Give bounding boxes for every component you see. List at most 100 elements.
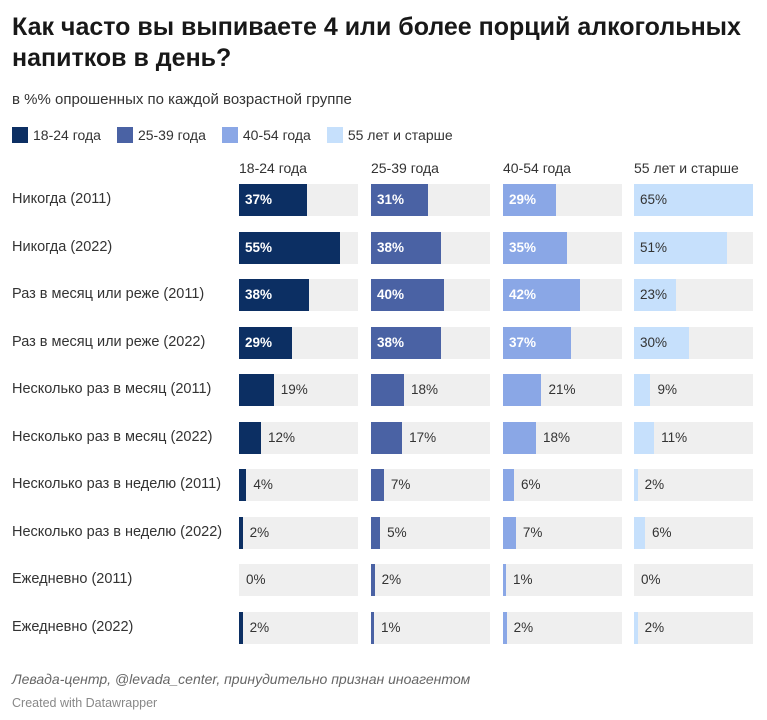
source-note: Левада-центр, @levada_center, принудител… [12, 671, 471, 687]
bar-track: 31% [371, 184, 490, 216]
legend-item: 18-24 года [12, 127, 101, 143]
data-label: 38% [377, 334, 405, 350]
bar [634, 611, 638, 644]
bar-track: 55% [239, 231, 358, 264]
bar [239, 516, 243, 549]
bar [371, 279, 445, 311]
legend-item: 25-39 года [116, 127, 206, 143]
bar-track: 23% [634, 279, 753, 311]
data-label: 17% [409, 429, 437, 445]
bar [634, 279, 677, 311]
bar-track: 65% [634, 184, 753, 216]
bar [503, 326, 571, 359]
data-label: 7% [390, 477, 411, 492]
data-label: 37% [245, 192, 273, 207]
column-header: 18-24 года [239, 160, 307, 176]
bar-track: 7% [371, 469, 490, 501]
bar [634, 231, 728, 264]
data-label: 0% [641, 572, 661, 587]
bar [503, 611, 507, 644]
bar-track: 0% [634, 564, 753, 596]
bar [634, 469, 638, 501]
legend-label: 25-39 года [137, 127, 206, 143]
data-label: 9% [657, 382, 677, 397]
data-label: 29% [245, 334, 273, 350]
bar-track: 1% [503, 564, 622, 596]
bar-track: 6% [503, 469, 622, 501]
legend-swatch [221, 127, 238, 143]
bar-track: 38% [371, 231, 490, 264]
bar-track: 2% [239, 611, 358, 644]
bar [371, 184, 428, 216]
bar [634, 516, 645, 549]
data-label: 38% [377, 239, 405, 255]
bar [503, 184, 557, 216]
bar-track: 2% [371, 564, 490, 596]
row-label: Несколько раз в неделю (2011) [12, 476, 222, 492]
row-label: Несколько раз в неделю (2022) [12, 523, 223, 540]
bar [371, 564, 375, 596]
bar-track: 9% [634, 374, 753, 406]
data-label: 18% [410, 382, 438, 397]
bar-track: 40% [371, 279, 490, 311]
data-label: 19% [280, 382, 308, 397]
bar-track: 51% [634, 231, 753, 264]
bar [239, 326, 293, 359]
bar [239, 421, 261, 454]
data-label: 12% [267, 429, 295, 445]
bar [371, 611, 374, 644]
bar-track: 2% [503, 611, 622, 644]
bar-track: 6% [634, 516, 753, 549]
data-label: 7% [522, 524, 543, 540]
data-label: 11% [661, 429, 688, 445]
data-label: 29% [509, 192, 537, 207]
bar-track: 12% [239, 421, 358, 454]
data-label: 35% [509, 239, 537, 255]
bar-track: 21% [503, 374, 622, 406]
data-label: 2% [644, 619, 665, 635]
row-label: Раз в месяц или реже (2011) [12, 286, 205, 302]
bar-track: 1% [371, 611, 490, 644]
credit-note: Created with Datawrapper [12, 696, 158, 710]
data-label: 2% [644, 477, 665, 492]
bar-track: 17% [371, 421, 490, 454]
legend-label: 40-54 года [242, 127, 311, 143]
data-label: 55% [245, 239, 273, 255]
bar-track: 42% [503, 279, 622, 311]
data-label: 30% [640, 334, 668, 350]
column-header: 40-54 года [503, 160, 571, 176]
bar [634, 326, 689, 359]
data-label: 18% [542, 429, 570, 445]
data-label: 0% [246, 572, 266, 587]
data-label: 40% [377, 287, 405, 302]
bar-track: 18% [503, 421, 622, 454]
bar [503, 469, 514, 501]
data-label: 5% [387, 524, 407, 540]
bar-track: 5% [371, 516, 490, 549]
bar-track: 18% [371, 374, 490, 406]
legend-swatch [12, 127, 28, 143]
bar [634, 421, 655, 454]
bar-track: 2% [634, 611, 753, 644]
row-label: Никогда (2022) [12, 238, 113, 255]
row-label: Ежедневно (2011) [12, 571, 133, 587]
bar [239, 374, 274, 406]
row-label: Ежедневно (2022) [12, 618, 134, 635]
row-label: Несколько раз в месяц (2022) [12, 428, 213, 445]
data-label: 2% [249, 524, 270, 540]
bar-track: 2% [634, 469, 753, 501]
bar [503, 279, 580, 311]
bar-track: 37% [239, 184, 358, 216]
bar-track: 2% [239, 516, 358, 549]
bar [239, 184, 307, 216]
bar [503, 516, 516, 549]
bar [371, 516, 381, 549]
bar [371, 421, 403, 454]
data-label: 6% [651, 524, 672, 540]
bar-track: 37% [503, 326, 622, 359]
data-label: 38% [245, 287, 273, 302]
bar [239, 231, 340, 264]
row-label: Несколько раз в месяц (2011) [12, 381, 212, 397]
legend-label: 18-24 года [33, 127, 101, 143]
data-label: 21% [548, 382, 576, 397]
